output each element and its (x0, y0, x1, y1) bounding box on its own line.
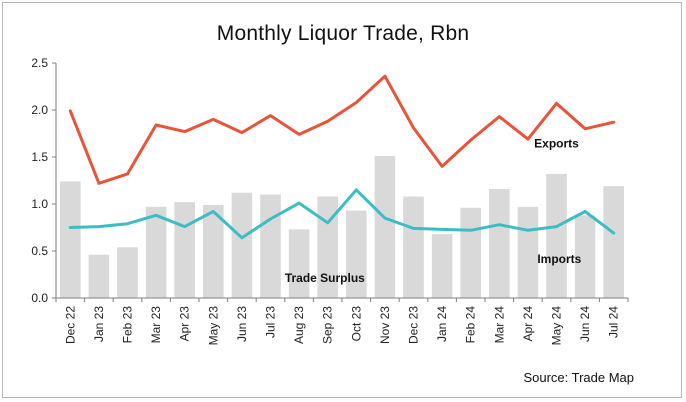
surplus-bar (231, 192, 253, 298)
x-tick-label: Dec 23 (407, 306, 421, 344)
surplus-bar (489, 188, 510, 298)
x-tick-label: Nov 23 (378, 306, 392, 344)
x-tick-label: Jun 24 (578, 306, 592, 342)
x-tick-label: Mar 24 (492, 306, 506, 344)
surplus-bar (88, 254, 110, 298)
surplus-bar (203, 204, 224, 298)
series-label: Imports (537, 252, 581, 266)
y-tick-label: 2.0 (31, 103, 48, 117)
y-tick-label: 1.0 (31, 197, 48, 211)
y-tick-label: 1.5 (31, 150, 48, 164)
x-tick-label: Apr 23 (178, 306, 192, 342)
x-tick-label: Jun 23 (235, 306, 249, 342)
surplus-bar (117, 247, 138, 298)
surplus-bar (174, 202, 195, 298)
surplus-bar (517, 206, 539, 298)
source-note: Source: Trade Map (523, 370, 634, 385)
y-tick-label: 0.0 (31, 291, 48, 305)
x-tick-label: Dec 22 (63, 306, 77, 344)
surplus-bar (317, 196, 338, 298)
surplus-bar (603, 186, 624, 298)
x-tick-label: Jan 24 (435, 306, 449, 342)
series-label: Trade Surplus (285, 271, 365, 285)
series-label: Exports (534, 137, 579, 151)
surplus-bar (60, 181, 81, 298)
imports-line (68, 188, 616, 240)
x-tick-label: Jan 23 (92, 306, 106, 342)
chart-frame (2, 2, 682, 398)
surplus-bar (288, 229, 310, 298)
y-tick-label: 2.5 (31, 56, 48, 70)
surplus-bar (574, 215, 596, 298)
x-tick-label: May 24 (550, 306, 564, 346)
surplus-bar (431, 234, 453, 298)
surplus-bar (546, 173, 567, 298)
y-tick-label: 0.5 (31, 244, 48, 258)
exports-line (68, 74, 616, 185)
x-tick-label: May 23 (206, 306, 220, 346)
x-tick-label: Jul 23 (264, 306, 278, 338)
x-tick-label: Apr 24 (521, 306, 535, 342)
chart-title: Monthly Liquor Trade, Rbn (216, 22, 470, 45)
x-tick-label: Mar 23 (149, 306, 163, 344)
x-tick-label: Oct 23 (349, 306, 363, 342)
x-tick-label: Feb 23 (121, 306, 135, 344)
surplus-bar (346, 210, 367, 298)
surplus-bar (145, 206, 167, 298)
x-tick-label: Aug 23 (292, 306, 306, 344)
surplus-bar (260, 194, 281, 298)
x-tick-label: Feb 24 (464, 306, 478, 344)
surplus-bar (460, 207, 481, 298)
x-tick-label: Sep 23 (321, 306, 335, 344)
x-tick-label: Jul 24 (607, 306, 621, 338)
surplus-bar (374, 156, 396, 298)
surplus-bar (403, 196, 424, 298)
